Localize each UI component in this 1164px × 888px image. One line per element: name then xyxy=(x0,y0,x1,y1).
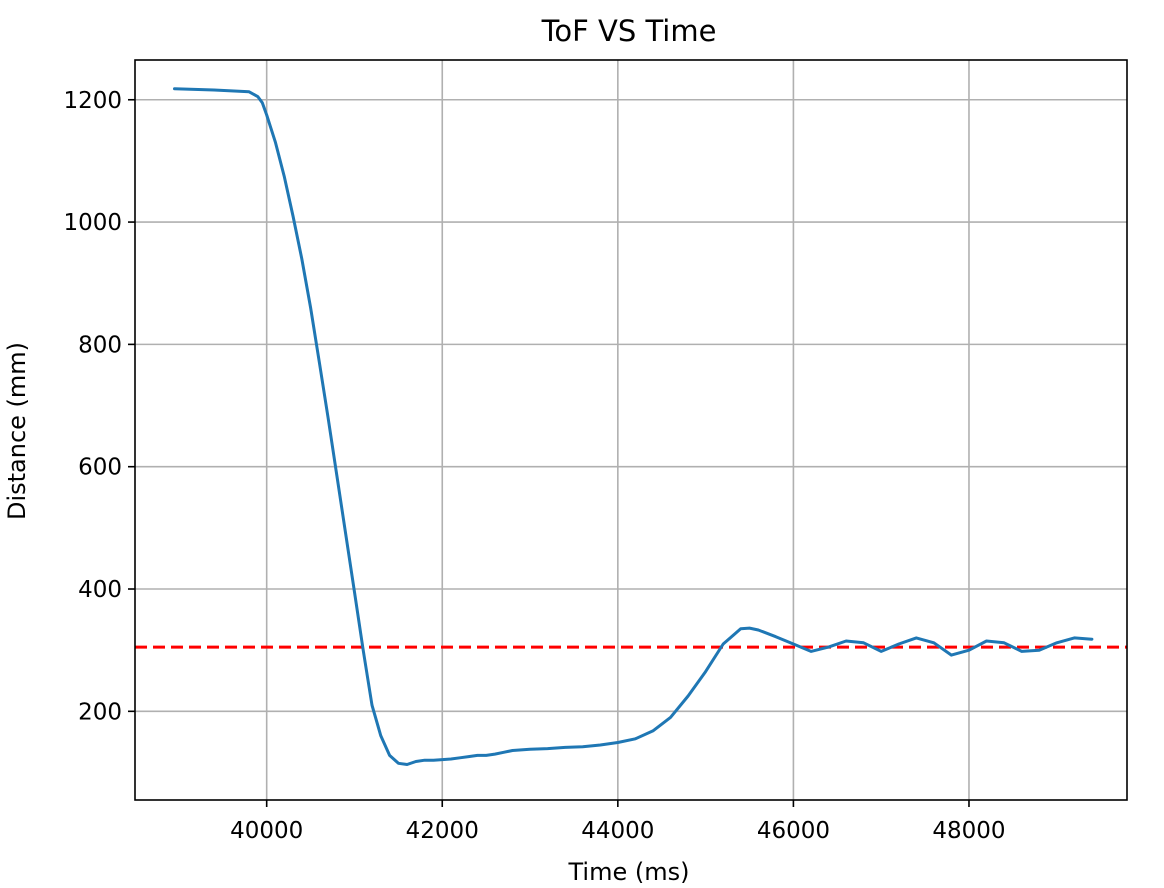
chart-title: ToF VS Time xyxy=(541,14,717,48)
x-tick-label: 42000 xyxy=(406,818,479,844)
y-tick-label: 1200 xyxy=(63,88,122,114)
y-axis-ticks: 200 400 600 800 1000 1200 xyxy=(63,88,135,725)
x-tick-label: 44000 xyxy=(581,818,654,844)
y-tick-label: 400 xyxy=(78,577,122,603)
y-tick-label: 200 xyxy=(78,699,122,725)
series-line xyxy=(173,87,1094,766)
y-axis-label: Distance (mm) xyxy=(3,342,31,520)
x-tick-label: 46000 xyxy=(757,818,830,844)
y-tick-label: 600 xyxy=(78,455,122,481)
x-tick-label: 48000 xyxy=(932,818,1005,844)
x-tick-label: 40000 xyxy=(230,818,303,844)
grid-lines xyxy=(135,60,1127,800)
x-axis-label: Time (ms) xyxy=(568,858,690,886)
x-axis-ticks: 40000 42000 44000 46000 48000 xyxy=(230,800,1006,844)
series-layer xyxy=(173,87,1094,766)
y-tick-label: 800 xyxy=(78,332,122,358)
plot-area-frame xyxy=(134,59,1128,801)
y-tick-label: 1000 xyxy=(63,210,122,236)
